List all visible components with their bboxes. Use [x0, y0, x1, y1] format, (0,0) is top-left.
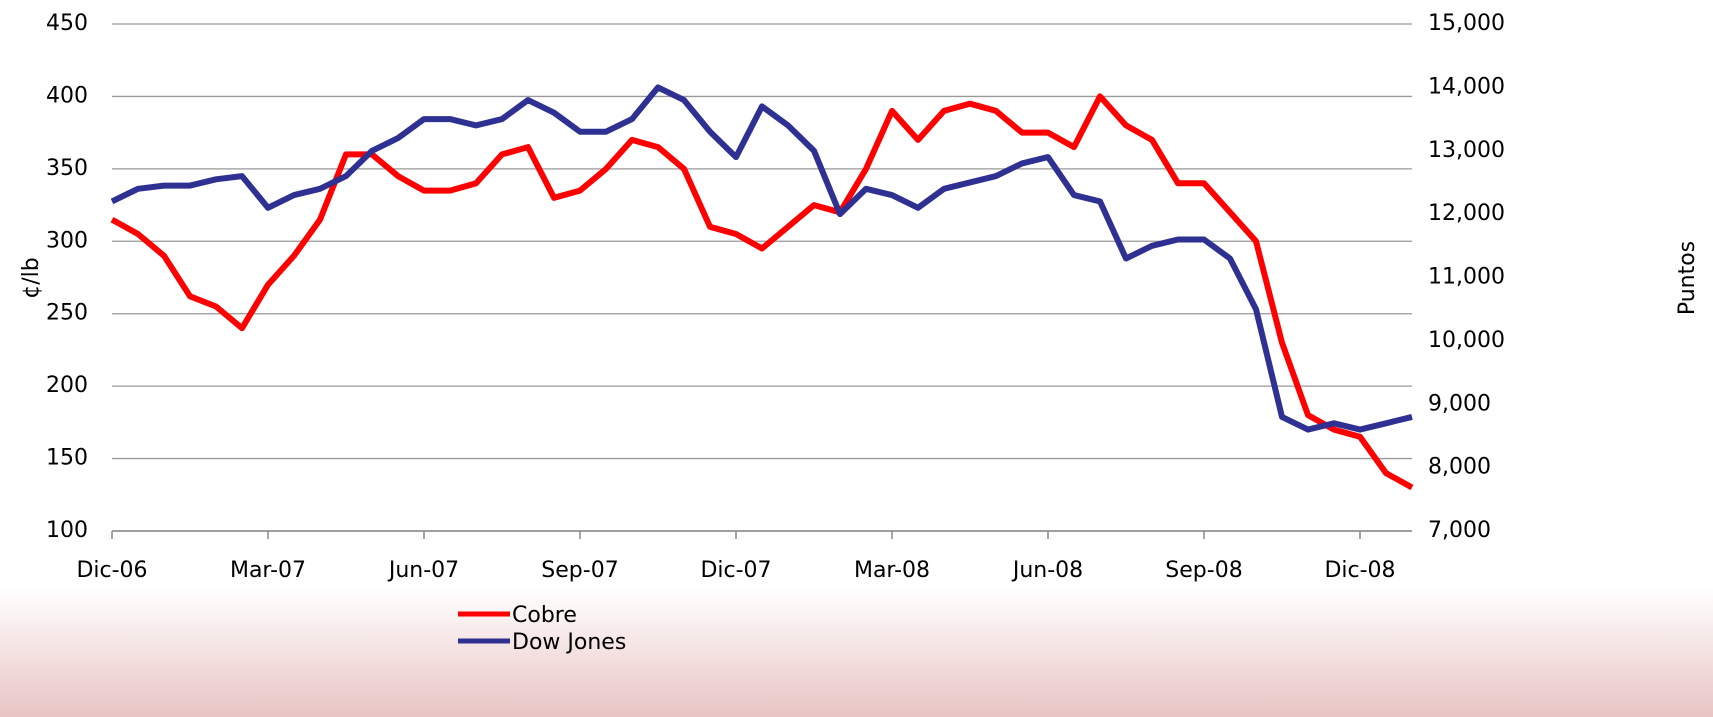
y2-axis-label: Puntos — [1675, 241, 1700, 315]
x-tick-label: Sep-07 — [541, 558, 618, 583]
x-tick-label: Jun-08 — [1011, 558, 1083, 583]
y2-tick-label: 11,000 — [1428, 265, 1505, 290]
x-tick-label: Dic-08 — [1324, 558, 1395, 583]
y-tick-label: 250 — [46, 301, 88, 326]
y2-tick-label: 12,000 — [1428, 201, 1505, 226]
y-tick-label: 100 — [46, 518, 88, 543]
line-series — [110, 93, 1414, 491]
x-tick-label: Dic-06 — [76, 558, 147, 583]
legend-label: Dow Jones — [512, 630, 626, 655]
x-tick-label: Jun-07 — [387, 558, 459, 583]
x-tick-label: Mar-08 — [854, 558, 930, 583]
x-tick-label: Dic-07 — [700, 558, 771, 583]
x-tick-label: Sep-08 — [1165, 558, 1242, 583]
y2-tick-label: 15,000 — [1428, 11, 1505, 36]
y2-tick-label: 14,000 — [1428, 74, 1505, 99]
legend-label: Cobre — [512, 603, 577, 628]
line-series — [110, 84, 1413, 433]
y-tick-label: 200 — [46, 373, 88, 398]
y-tick-label: 350 — [46, 156, 88, 181]
y2-tick-label: 8,000 — [1428, 455, 1491, 480]
y-tick-label: 400 — [46, 83, 88, 108]
y-tick-label: 300 — [46, 228, 88, 253]
y2-tick-label: 7,000 — [1428, 518, 1491, 543]
y2-tick-label: 13,000 — [1428, 138, 1505, 163]
y2-tick-label: 10,000 — [1428, 328, 1505, 353]
y-tick-label: 450 — [46, 11, 88, 36]
y-axis-label: ¢/lb — [19, 257, 44, 299]
x-tick-label: Mar-07 — [230, 558, 306, 583]
y2-tick-label: 9,000 — [1428, 391, 1491, 416]
y-tick-label: 150 — [46, 446, 88, 471]
